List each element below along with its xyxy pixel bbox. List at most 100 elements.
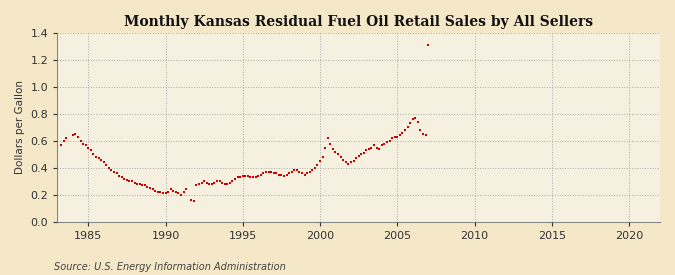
Point [171,190,182,194]
Point [137,183,148,188]
Point [364,147,375,151]
Point [407,117,418,122]
Point [420,133,431,138]
Point [204,182,215,186]
Point [240,174,251,178]
Point [181,187,192,192]
Point [310,166,321,170]
Point [292,168,302,173]
Point [377,143,387,147]
Point [96,158,107,162]
Point [207,182,217,186]
Point [140,183,151,188]
Point [191,183,202,188]
Point [273,172,284,177]
Point [144,186,155,190]
Point [374,147,385,151]
Point [315,159,325,163]
Point [124,179,135,183]
Point [168,188,179,193]
Point [281,172,292,177]
Point [93,156,104,161]
Point [381,140,392,144]
Point [188,199,199,204]
Point [78,141,88,146]
Point [157,191,168,196]
Point [106,168,117,173]
Point [61,136,72,140]
Point [263,170,274,174]
Point [250,175,261,179]
Point [294,170,305,174]
Point [119,176,130,181]
Point [279,174,290,178]
Point [238,174,248,178]
Point [266,170,277,174]
Point [214,179,225,183]
Point [248,175,259,179]
Point [90,155,101,159]
Point [242,174,253,178]
Point [343,161,354,166]
Point [276,172,287,177]
Point [68,133,78,138]
Point [405,121,416,125]
Point [397,131,408,135]
Point [127,179,138,183]
Point [402,125,413,130]
Point [132,182,142,186]
Point [75,139,86,143]
Point [369,143,379,147]
Point [415,128,426,132]
Point [173,191,184,196]
Point [296,171,307,175]
Point [261,170,271,174]
Point [147,187,158,192]
Point [176,192,186,197]
Point [101,163,112,167]
Point [312,163,323,167]
Point [196,180,207,185]
Point [209,180,220,185]
Point [134,182,145,186]
Point [258,171,269,175]
Point [323,136,333,140]
Point [194,182,205,186]
Point [178,190,189,194]
Point [340,160,351,165]
Point [88,152,99,156]
Point [253,174,264,178]
Point [217,180,227,185]
Point [299,172,310,177]
Point [59,139,70,143]
Point [361,148,372,152]
Point [153,190,163,194]
Point [129,180,140,185]
Point [109,170,119,174]
Point [222,182,233,186]
Point [384,139,395,143]
Point [219,182,230,186]
Point [165,187,176,192]
Point [70,132,81,136]
Point [286,170,297,174]
Point [348,159,359,163]
Point [346,160,356,165]
Point [358,151,369,155]
Point [201,180,212,185]
Point [99,160,109,165]
Point [387,136,398,140]
Point [410,116,421,120]
Point [366,145,377,150]
Point [232,175,243,179]
Point [198,179,209,183]
Point [350,156,361,161]
Point [56,143,67,147]
Point [379,141,390,146]
Point [423,43,433,47]
Title: Monthly Kansas Residual Fuel Oil Retail Sales by All Sellers: Monthly Kansas Residual Fuel Oil Retail … [124,15,593,29]
Text: Source: U.S. Energy Information Administration: Source: U.S. Energy Information Administ… [54,262,286,272]
Point [289,168,300,173]
Point [155,190,166,194]
Point [103,166,114,170]
